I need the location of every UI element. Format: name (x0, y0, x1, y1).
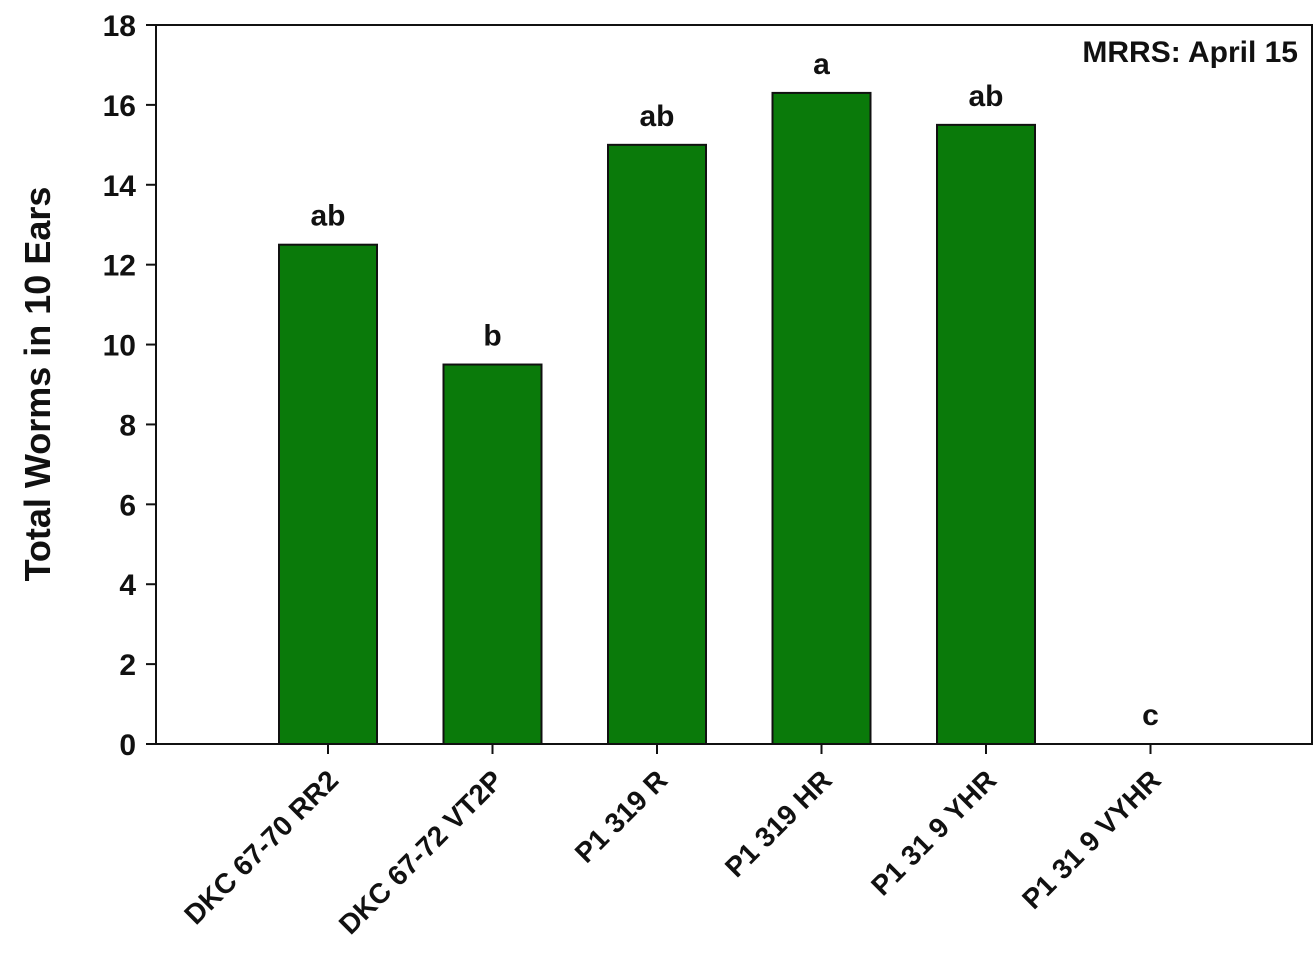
significance-letter: ab (968, 80, 1003, 113)
significance-letter: ab (639, 100, 674, 133)
chart-annotation: MRRS: April 15 (1082, 36, 1298, 69)
y-tick-label: 4 (119, 569, 136, 602)
significance-letter: a (813, 48, 830, 81)
y-tick-label: 12 (103, 250, 136, 283)
y-tick-label: 2 (119, 649, 136, 682)
significance-letter: ab (310, 200, 345, 233)
x-tick-label: DKC 67-70 RR2 (178, 764, 344, 930)
y-tick-label: 6 (119, 489, 136, 522)
bar (442, 363, 543, 745)
x-tick-label: P1 31 9 YHR (865, 764, 1002, 901)
plot-frame (155, 24, 1313, 745)
y-tick-label: 14 (103, 170, 137, 203)
bar (771, 91, 872, 745)
y-axis-label: Total Worms in 10 Ears (17, 187, 58, 582)
x-tick-label: P1 319 R (569, 764, 673, 868)
y-tick-label: 0 (119, 729, 136, 762)
y-tick-label: 10 (103, 330, 136, 363)
significance-letter: c (1142, 699, 1159, 732)
x-tick-label: DKC 67-72 VT2P (333, 764, 509, 940)
bar (936, 123, 1036, 746)
bar (278, 243, 378, 745)
x-tick-label: P1 319 HR (719, 764, 838, 883)
y-tick-label: 16 (103, 90, 136, 123)
y-tick-label: 8 (119, 409, 136, 442)
x-tick-label: P1 31 9 VYHR (1016, 764, 1167, 915)
significance-letter: b (483, 320, 501, 353)
bar (607, 143, 707, 746)
y-tick-label: 18 (103, 10, 136, 43)
